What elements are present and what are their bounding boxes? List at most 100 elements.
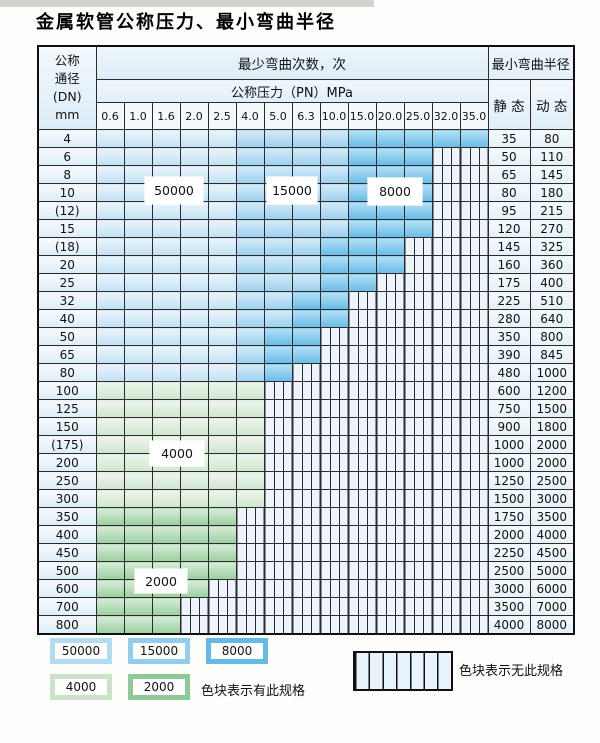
bend-cell: [431, 237, 461, 256]
bend-cell: [207, 219, 237, 238]
dn-cell: 800: [37, 615, 97, 635]
dynamic-cell: 1200: [529, 381, 575, 400]
dn-cell: 500: [37, 561, 97, 580]
bend-cell: [151, 381, 181, 400]
bend-cell: [319, 129, 349, 148]
bend-cell: [403, 129, 433, 148]
bend-cell: [179, 255, 209, 274]
bend-cell: [207, 327, 237, 346]
bend-cell: [459, 489, 489, 508]
dynamic-cell: 80: [529, 129, 575, 148]
bend-cell: [179, 129, 209, 148]
bend-cell: [459, 615, 489, 635]
bend-cell: [151, 471, 181, 490]
bend-cell: [95, 165, 125, 184]
bend-cell: [207, 525, 237, 544]
bend-cell: [123, 309, 153, 328]
bend-cell: [95, 327, 125, 346]
pressure-col-header: 5.0: [263, 102, 293, 130]
bend-cell: [291, 489, 321, 508]
dn-cell: 600: [37, 579, 97, 598]
bend-count-header: 最少弯曲次数，次: [95, 45, 489, 80]
bend-cell: [319, 237, 349, 256]
bend-cell: [95, 435, 125, 454]
bend-cell: [235, 453, 265, 472]
legend-swatch-label: 50000: [55, 643, 107, 659]
dynamic-cell: 2000: [529, 435, 575, 454]
bend-cell: [347, 435, 377, 454]
bend-cell: [375, 399, 405, 418]
bend-cell: [403, 345, 433, 364]
bend-cell: [375, 381, 405, 400]
bend-cell: [95, 579, 125, 598]
bend-cell: [235, 471, 265, 490]
bend-cell: [347, 417, 377, 436]
bend-cell: [263, 399, 293, 418]
bend-cell: [459, 201, 489, 220]
bend-cell: [291, 237, 321, 256]
static-cell: 900: [487, 417, 531, 436]
table-row: 800 4000 8000: [37, 615, 575, 635]
radius-header: 最小弯曲半径: [487, 45, 575, 80]
pressure-col-header: 6.3: [291, 102, 321, 130]
bend-cell: [375, 561, 405, 580]
bend-cell: [291, 201, 321, 220]
bend-cell: [95, 291, 125, 310]
bend-cell: [459, 543, 489, 562]
bend-cell: [375, 255, 405, 274]
bend-cell: [235, 579, 265, 598]
spec-table: 公称 通径 (DN) mm 最少弯曲次数，次 最小弯曲半径 公称压力（PN）MP…: [37, 45, 575, 635]
bend-cell: [375, 417, 405, 436]
dn-cell: (175): [37, 435, 97, 454]
bend-cell: [431, 291, 461, 310]
bend-cell: [123, 129, 153, 148]
bend-cell: [95, 489, 125, 508]
bend-cell: [95, 129, 125, 148]
bend-cell: [235, 597, 265, 616]
bend-cell: [95, 597, 125, 616]
bend-cell: [207, 399, 237, 418]
bend-cell: [291, 345, 321, 364]
bend-cell: [151, 507, 181, 526]
bend-cell: [319, 543, 349, 562]
bend-cell: [179, 507, 209, 526]
bend-cell: [95, 183, 125, 202]
bend-cell: [263, 435, 293, 454]
dynamic-cell: 6000: [529, 579, 575, 598]
bend-cell: [347, 219, 377, 238]
bend-cell: [347, 597, 377, 616]
bend-cell: [347, 309, 377, 328]
dn-cell: 100: [37, 381, 97, 400]
dn-cell: 50: [37, 327, 97, 346]
bend-cell: [319, 399, 349, 418]
bend-cell: [207, 453, 237, 472]
dn-cell: (18): [37, 237, 97, 256]
bend-cell: [347, 453, 377, 472]
bend-cell: [319, 561, 349, 580]
bend-cell: [123, 471, 153, 490]
bend-cell: [347, 399, 377, 418]
dynamic-cell: 7000: [529, 597, 575, 616]
bend-cell: [263, 309, 293, 328]
bend-cell: [459, 435, 489, 454]
pressure-col-header: 10.0: [319, 102, 349, 130]
table-row: 300 1500 3000: [37, 489, 575, 508]
bend-cell: [319, 183, 349, 202]
table-row: 200 1000 2000: [37, 453, 575, 472]
bend-cell: [207, 489, 237, 508]
bend-cell: [151, 273, 181, 292]
header-row-1: 公称 通径 (DN) mm 最少弯曲次数，次 最小弯曲半径: [37, 45, 575, 130]
bend-cell: [207, 129, 237, 148]
bend-cell: [151, 255, 181, 274]
bend-cell: [263, 291, 293, 310]
bend-cell: [403, 219, 433, 238]
bend-cell: [235, 345, 265, 364]
bend-cell: [291, 129, 321, 148]
bend-cell: [151, 525, 181, 544]
bend-cell: [431, 201, 461, 220]
table-row: 65 390 845: [37, 345, 575, 364]
bend-cell: [431, 183, 461, 202]
bend-cell: [291, 435, 321, 454]
bend-cell: [403, 399, 433, 418]
